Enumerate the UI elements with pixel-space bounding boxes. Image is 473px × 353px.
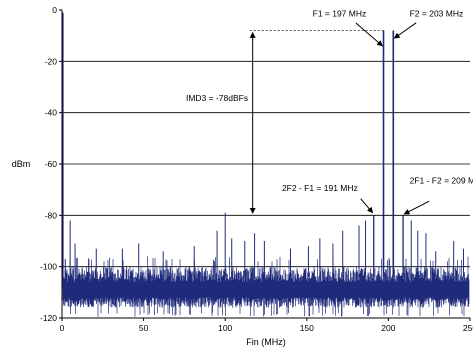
y-tick-label: -80 bbox=[45, 210, 58, 220]
x-tick-label: 150 bbox=[300, 323, 314, 333]
y-tick-label: 0 bbox=[52, 5, 57, 15]
f1-label: F1 = 197 MHz bbox=[313, 8, 367, 18]
y-tick-label: -60 bbox=[45, 159, 58, 169]
x-tick-label: 100 bbox=[218, 323, 232, 333]
axes: 0-20-40-60-80-100-120050100150200250 bbox=[40, 5, 473, 333]
imd3-label: IMD3 = -78dBFs bbox=[186, 93, 248, 103]
imd-low-label: 2F2 - F1 = 191 MHz bbox=[282, 183, 358, 193]
y-tick-label: -120 bbox=[40, 313, 57, 323]
noise-trace bbox=[62, 256, 470, 317]
noise-floor bbox=[62, 256, 470, 317]
imd-high-label: 2F1 - F2 = 209 MHz bbox=[410, 175, 473, 185]
x-tick-label: 0 bbox=[60, 323, 65, 333]
imd-low-pointer bbox=[360, 198, 374, 214]
x-axis-label: Fin (MHz) bbox=[246, 337, 286, 347]
f1-pointer bbox=[355, 22, 383, 47]
horizontal-gridlines bbox=[62, 60, 470, 268]
y-tick-label: -20 bbox=[45, 56, 58, 66]
spur-lines bbox=[64, 212, 464, 277]
annotations: F1 = 197 MHz F2 = 203 MHz IMD3 = -78dBFs… bbox=[186, 8, 473, 216]
intermod-lines bbox=[373, 215, 404, 277]
y-tick-label: -100 bbox=[40, 262, 57, 272]
x-tick-label: 250 bbox=[463, 323, 473, 333]
f2-pointer bbox=[393, 22, 417, 39]
x-tick-label: 200 bbox=[381, 323, 395, 333]
imd-high-pointer bbox=[403, 200, 430, 215]
x-tick-label: 50 bbox=[139, 323, 149, 333]
y-axis-label: dBm bbox=[12, 159, 31, 169]
tone-lines bbox=[62, 12, 395, 288]
y-tick-label: -40 bbox=[45, 108, 58, 118]
f2-label: F2 = 203 MHz bbox=[410, 8, 464, 18]
